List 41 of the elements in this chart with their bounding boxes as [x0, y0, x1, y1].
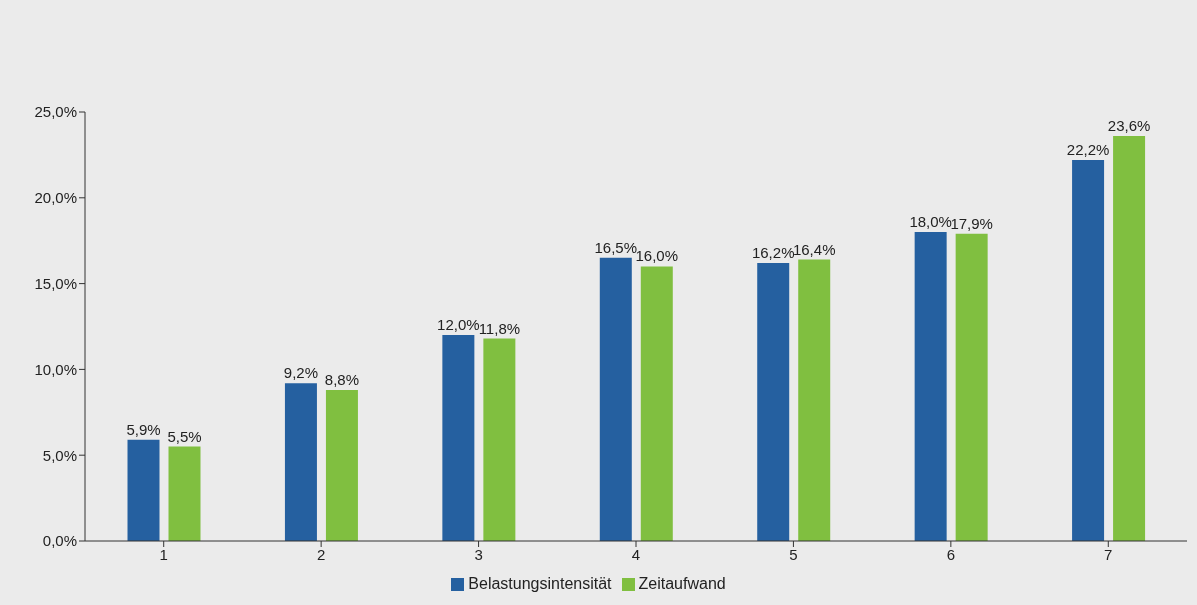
data-label: 16,2% [751, 244, 795, 262]
data-label: 5,5% [167, 427, 202, 445]
x-tick-label: 4 [631, 545, 641, 563]
bar [914, 232, 947, 541]
bar [284, 383, 317, 541]
data-label: 11,8% [478, 319, 521, 337]
y-tick-label: 15,0% [34, 274, 77, 292]
data-label: 9,2% [283, 364, 319, 382]
bar [442, 335, 475, 541]
bar [483, 338, 516, 541]
data-label: 12,0% [437, 316, 480, 334]
data-label: 18,0% [909, 213, 952, 231]
bar [168, 446, 201, 541]
data-label: 23,6% [1107, 117, 1151, 135]
x-tick-label: 3 [474, 545, 483, 563]
data-label: 5,9% [126, 420, 161, 438]
y-tick-label: 20,0% [34, 189, 77, 207]
data-label: 8,8% [324, 370, 360, 388]
y-tick-label: 5,0% [42, 446, 77, 464]
x-tick-label: 6 [946, 545, 956, 563]
bar [127, 439, 160, 541]
bar [1113, 136, 1146, 541]
bar [1072, 160, 1105, 541]
x-tick-label: 1 [159, 545, 168, 563]
bar [757, 263, 790, 541]
bar [599, 257, 632, 541]
bar [955, 233, 988, 541]
data-label: 16,5% [594, 238, 638, 256]
y-tick-label: 0,0% [42, 532, 77, 550]
data-label: 17,9% [950, 214, 993, 232]
x-tick-label: 5 [789, 545, 798, 563]
bar [640, 266, 673, 541]
bar [798, 259, 831, 541]
x-tick-label: 7 [1104, 545, 1113, 563]
bar [325, 389, 358, 541]
data-label: 22,2% [1066, 141, 1110, 159]
y-tick-label: 10,0% [34, 360, 77, 378]
x-tick-label: 2 [316, 545, 326, 563]
legend-label: Zeitaufwand [638, 575, 726, 592]
y-tick-label: 25,0% [34, 103, 77, 121]
legend-label: Belastungsintensität [468, 575, 612, 592]
